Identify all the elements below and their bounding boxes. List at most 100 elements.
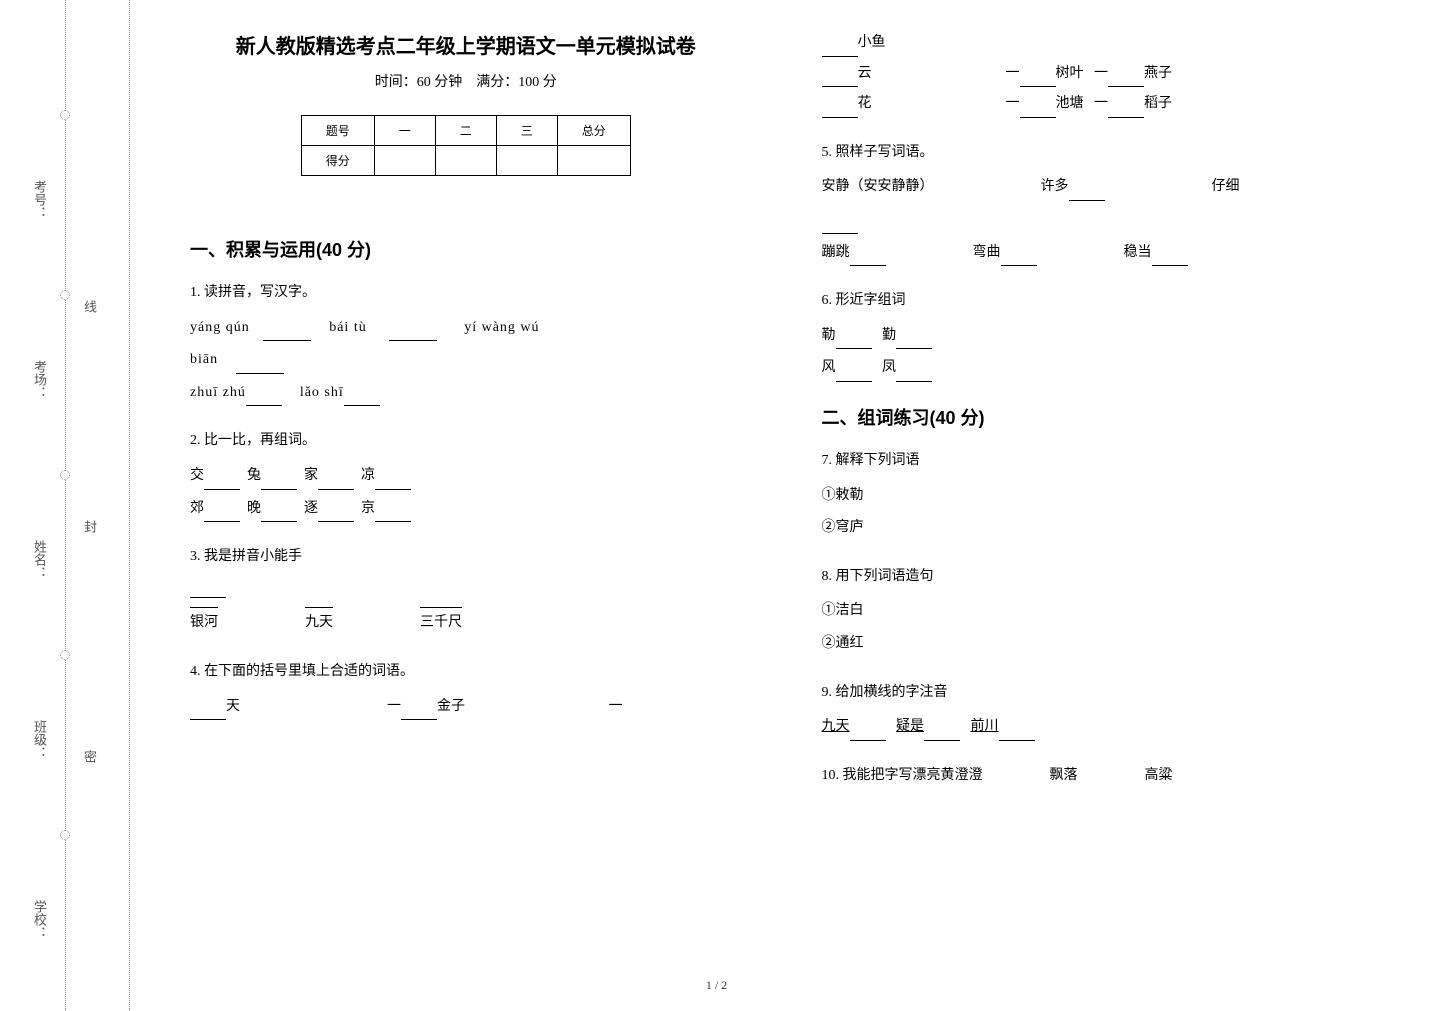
score-header: 一	[374, 116, 435, 146]
blank[interactable]	[896, 333, 932, 350]
q1-pinyin-b: bái tù	[329, 320, 367, 335]
q9-prompt: 给加横线的字注音	[836, 685, 948, 700]
q4-number: 4.	[190, 664, 201, 679]
q5-item: 许多	[1041, 179, 1069, 194]
q3-text: 3. 我是拼音小能手	[190, 544, 742, 571]
blank[interactable]	[236, 357, 284, 374]
q1-pinyin-c: yí wàng wú	[464, 320, 539, 335]
q2-char: 郊	[190, 501, 204, 516]
q4-left-col: 小鱼 云 花	[822, 30, 886, 118]
q5-item: 稳当	[1124, 245, 1152, 260]
q4-item: 金子	[437, 699, 465, 714]
q2-prompt: 比一比，再组词。	[204, 433, 316, 448]
blank[interactable]	[246, 390, 282, 407]
q5-row2	[822, 207, 1374, 234]
blank[interactable]	[822, 217, 858, 234]
blank[interactable]	[1001, 249, 1037, 266]
q3-item: 九天	[305, 607, 333, 637]
blank[interactable]	[999, 724, 1035, 741]
q5-item: 蹦跳	[822, 245, 850, 260]
blank[interactable]	[261, 505, 297, 522]
question-3: 3. 我是拼音小能手 银河 九天 三千尺	[190, 544, 742, 637]
score-cell	[496, 146, 557, 176]
q4-item: 稻子	[1144, 96, 1172, 111]
q5-row1: 安静（安安静静） 许多 仔细	[822, 174, 1374, 201]
blank[interactable]	[850, 249, 886, 266]
q5-item: 仔细	[1212, 179, 1240, 194]
blank[interactable]	[375, 473, 411, 490]
section-1-heading: 一、积累与运用(40 分)	[190, 236, 742, 262]
blank[interactable]	[1108, 101, 1144, 118]
question-9: 9. 给加横线的字注音 九天 疑是 前川	[822, 680, 1374, 741]
q4-item: 池塘	[1056, 96, 1084, 111]
blank[interactable]	[318, 505, 354, 522]
blank[interactable]	[822, 40, 858, 57]
q7-item1: ①敕勒	[822, 483, 1374, 510]
q1-pinyin-bian: biān	[190, 352, 218, 367]
blank[interactable]	[1069, 184, 1105, 201]
q9-number: 9.	[822, 685, 833, 700]
q8-number: 8.	[822, 569, 833, 584]
blank[interactable]	[318, 473, 354, 490]
blank[interactable]	[261, 473, 297, 490]
q10-item: 高粱	[1145, 768, 1173, 783]
binding-circle	[60, 830, 70, 840]
blank[interactable]	[836, 333, 872, 350]
blank[interactable]	[1020, 70, 1056, 87]
binding-circle	[60, 650, 70, 660]
q7-prompt: 解释下列词语	[836, 453, 920, 468]
table-row: 题号 一 二 三 总分	[301, 116, 630, 146]
q4-text: 4. 在下面的括号里填上合适的词语。	[190, 659, 742, 686]
blank[interactable]	[263, 324, 311, 341]
q7-number: 7.	[822, 453, 833, 468]
blank[interactable]	[344, 390, 380, 407]
blank[interactable]	[822, 70, 858, 87]
q6-text: 6. 形近字组词	[822, 288, 1374, 315]
q10-item: 飘落	[1050, 768, 1078, 783]
table-row: 得分	[301, 146, 630, 176]
blank[interactable]	[924, 724, 960, 741]
q8-item2: ②通红	[822, 631, 1374, 658]
blank[interactable]	[389, 324, 437, 341]
blank[interactable]	[1108, 70, 1144, 87]
binding-circle	[60, 110, 70, 120]
blank[interactable]	[401, 703, 437, 720]
q6-char: 风	[822, 360, 836, 375]
score-row-label: 得分	[301, 146, 374, 176]
q4-row: 天 一金子 一	[190, 694, 742, 721]
q1-pinyin-a: yáng qún	[190, 320, 250, 335]
q5-number: 5.	[822, 145, 833, 160]
q4-item: 燕子	[1144, 66, 1172, 81]
score-header: 二	[435, 116, 496, 146]
section-2-heading: 二、组词练习(40 分)	[822, 404, 1374, 430]
blank[interactable]	[822, 101, 858, 118]
blank[interactable]	[836, 365, 872, 382]
right-column: 小鱼 云 花 一树叶 一燕子 一池塘 一稻子 5. 照样子写词语。 安静（安安静…	[782, 30, 1394, 981]
q1-pinyin-line3: zhuī zhú lǎo shī	[190, 380, 742, 407]
binding-label-name: 姓名：	[30, 540, 49, 579]
blank[interactable]	[190, 581, 226, 598]
blank[interactable]	[1152, 249, 1188, 266]
blank[interactable]	[375, 505, 411, 522]
binding-circle	[60, 470, 70, 480]
q2-row2: 郊 晚 逐 京	[190, 496, 742, 523]
q9-item: 九天	[822, 719, 850, 734]
blank[interactable]	[204, 505, 240, 522]
question-5: 5. 照样子写词语。 安静（安安静静） 许多 仔细 蹦跳 弯曲 稳当	[822, 140, 1374, 266]
q1-pinyin-laoshi: lǎo shī	[300, 385, 344, 400]
q6-char: 凤	[882, 360, 896, 375]
score-cell	[374, 146, 435, 176]
q6-row1: 勒 勤	[822, 323, 1374, 350]
q4-item: 云	[858, 66, 872, 81]
blank[interactable]	[204, 473, 240, 490]
blank[interactable]	[850, 724, 886, 741]
exam-title: 新人教版精选考点二年级上学期语文一单元模拟试卷	[190, 30, 742, 59]
blank[interactable]	[1020, 101, 1056, 118]
blank[interactable]	[190, 703, 226, 720]
q9-text: 9. 给加横线的字注音	[822, 680, 1374, 707]
q4-item: 小鱼	[858, 35, 886, 50]
blank[interactable]	[896, 365, 932, 382]
q6-number: 6.	[822, 293, 833, 308]
binding-label-id: 考号：	[30, 180, 49, 219]
score-header: 题号	[301, 116, 374, 146]
